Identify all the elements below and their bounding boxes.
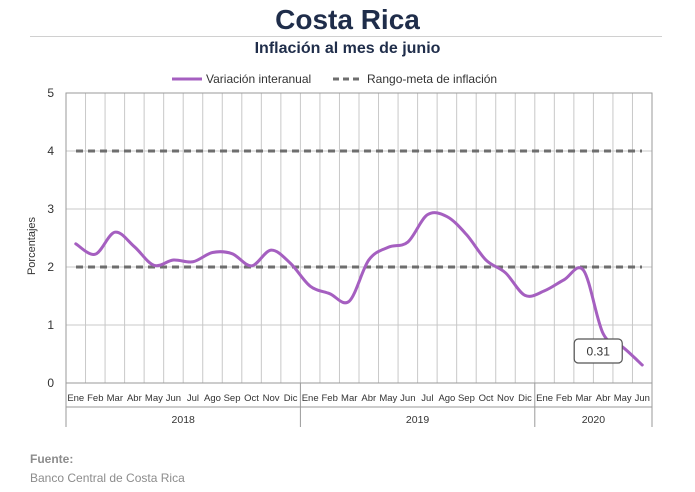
x-tick-label: Mar xyxy=(575,393,591,404)
data-point xyxy=(172,259,175,262)
annotation-label: 0.31 xyxy=(587,345,611,359)
y-axis: 0 1 2 3 4 5 Porcentajes xyxy=(26,86,54,390)
data-point xyxy=(445,215,448,218)
x-tick-label: Feb xyxy=(556,393,572,404)
data-point xyxy=(191,260,194,263)
target-lines xyxy=(76,149,642,269)
plot-frame xyxy=(65,92,653,384)
x-tick-label: Ene xyxy=(67,393,84,404)
data-point xyxy=(641,364,644,367)
grid-lines xyxy=(65,92,653,384)
chart-subtitle: Inflación al mes de junio xyxy=(254,40,441,57)
data-point xyxy=(465,233,468,236)
data-point xyxy=(524,294,527,297)
x-tick-label: Abr xyxy=(127,393,142,404)
data-point xyxy=(543,289,546,292)
legend-label-rango-meta: Rango-meta de inflación xyxy=(367,72,497,86)
legend-label-variacion-interanual: Variación interanual xyxy=(206,72,311,86)
x-tick-label: Ago xyxy=(204,393,221,404)
data-point xyxy=(328,292,331,295)
y-tick-label: 2 xyxy=(47,260,54,274)
data-point xyxy=(563,278,566,281)
data-point xyxy=(231,252,234,255)
x-tick-label: Dic xyxy=(518,393,532,404)
data-point xyxy=(94,253,97,256)
x-tick-label: Nov xyxy=(263,393,280,404)
data-point xyxy=(504,271,507,274)
series-line-variacion-interanual xyxy=(74,211,644,367)
source-text: Banco Central de Costa Rica xyxy=(30,471,185,485)
data-point xyxy=(484,259,487,262)
chart-title: Costa Rica xyxy=(275,4,420,35)
x-tick-label: Feb xyxy=(322,393,338,404)
data-point xyxy=(270,249,273,252)
x-tick-label: May xyxy=(145,393,163,404)
x-tick-label: Oct xyxy=(244,393,259,404)
x-tick-label: Dic xyxy=(284,393,298,404)
data-point xyxy=(211,251,214,254)
data-point xyxy=(250,264,253,267)
x-tick-label: Sep xyxy=(458,393,475,404)
data-point xyxy=(74,242,77,245)
y-tick-label: 4 xyxy=(47,144,54,158)
x-tick-label: Jul xyxy=(421,393,433,404)
series-layer xyxy=(74,211,644,367)
data-point xyxy=(348,300,351,303)
x-tick-label: May xyxy=(614,393,632,404)
legend: Variación interanual Rango-meta de inflac… xyxy=(172,72,497,86)
year-label: 2018 xyxy=(172,414,196,426)
data-point xyxy=(387,246,390,249)
year-label: 2020 xyxy=(582,414,606,426)
x-tick-label: Ene xyxy=(536,393,553,404)
data-point xyxy=(406,241,409,244)
x-tick-label: Nov xyxy=(497,393,514,404)
x-tick-label: Abr xyxy=(596,393,611,404)
data-point xyxy=(582,269,585,272)
data-point xyxy=(426,213,429,216)
x-tick-label: Mar xyxy=(341,393,357,404)
x-tick-label: Jun xyxy=(166,393,181,404)
data-point xyxy=(367,259,370,262)
y-tick-label: 1 xyxy=(47,318,54,332)
x-tick-label: Jul xyxy=(187,393,199,404)
x-tick-label: Ago xyxy=(438,393,455,404)
x-tick-label: Abr xyxy=(361,393,376,404)
title-divider xyxy=(30,36,662,37)
data-point xyxy=(289,262,292,265)
x-tick-label: Sep xyxy=(224,393,241,404)
y-tick-label: 5 xyxy=(47,86,54,100)
x-tick-label: Mar xyxy=(107,393,123,404)
x-tick-label: Feb xyxy=(87,393,103,404)
data-point xyxy=(602,332,605,335)
x-tick-label: Ene xyxy=(302,393,319,404)
source-label: Fuente: xyxy=(30,452,74,466)
y-axis-label: Porcentajes xyxy=(26,216,38,275)
x-tick-label: Jun xyxy=(400,393,415,404)
year-label: 2019 xyxy=(406,414,430,426)
y-tick-label: 0 xyxy=(47,376,54,390)
x-tick-label: May xyxy=(379,393,397,404)
annotation-layer: 0.31 xyxy=(573,338,623,364)
data-point xyxy=(133,245,136,248)
x-axis: Ene Feb Mar Abr May Jun Jul Ago Sep Oct Nov Dic Ene F… xyxy=(65,383,653,427)
data-point xyxy=(113,231,116,234)
annotation-box xyxy=(573,338,623,364)
data-point xyxy=(152,264,155,267)
x-tick-label: Jun xyxy=(635,393,650,404)
data-point xyxy=(309,285,312,288)
x-tick-label: Oct xyxy=(479,393,494,404)
y-tick-label: 3 xyxy=(47,202,54,216)
